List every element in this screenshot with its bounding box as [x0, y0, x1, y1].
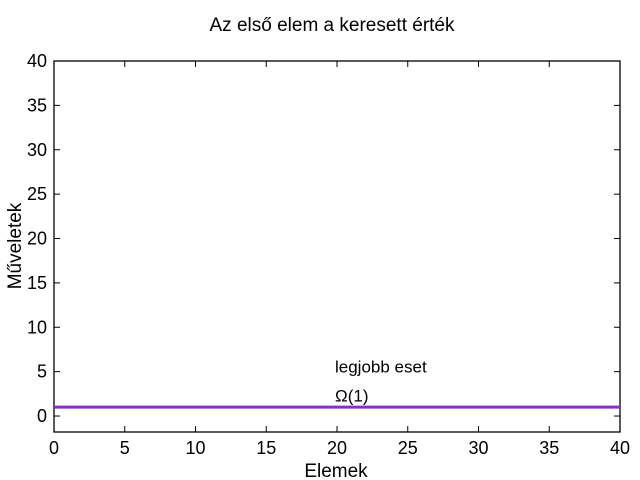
x-tick-label: 15 [256, 438, 276, 458]
y-tick-label: 30 [27, 140, 47, 160]
y-axis-label: Műveletek [5, 202, 26, 289]
annotation-label: legjobb eset [335, 357, 427, 376]
x-tick-label: 25 [398, 438, 418, 458]
x-tick-label: 30 [468, 438, 488, 458]
axis-ticks: 0 5 10 15 20 25 30 35 40 0 5 10 15 20 25 30 35 40 [27, 51, 630, 458]
plot-area [53, 60, 621, 433]
y-tick-label: 20 [27, 229, 47, 249]
y-tick-label: 40 [27, 51, 47, 71]
y-tick-label: 25 [27, 184, 47, 204]
chart-title: Az első elem a keresett érték [210, 15, 455, 36]
y-tick-label: 0 [37, 406, 47, 426]
x-tick-label: 20 [327, 438, 347, 458]
y-tick-label: 35 [27, 95, 47, 115]
x-axis-label: Elemek [304, 461, 368, 480]
x-tick-label: 5 [120, 438, 130, 458]
x-tick-label: 35 [539, 438, 559, 458]
x-tick-label: 0 [49, 438, 59, 458]
x-tick-label: 40 [610, 438, 630, 458]
annotations: legjobb eset Ω(1) [335, 357, 427, 405]
x-tick-label: 10 [185, 438, 205, 458]
y-tick-label: 10 [27, 317, 47, 337]
y-tick-label: 15 [27, 273, 47, 293]
y-tick-label: 5 [37, 362, 47, 382]
annotation-label: Ω(1) [335, 387, 369, 406]
